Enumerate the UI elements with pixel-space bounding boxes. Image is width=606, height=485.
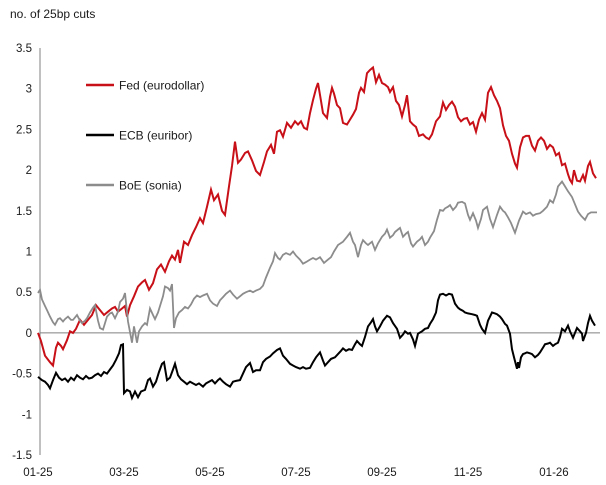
y-tick-label: 1.5 <box>16 206 32 218</box>
legend-item-ecb-euribor: ECB (euribor) <box>86 129 192 143</box>
y-tick-label: -1 <box>22 409 32 421</box>
series-lines <box>37 65 597 401</box>
legend-label: ECB (euribor) <box>119 129 192 143</box>
x-tick-label: 05-25 <box>195 467 224 479</box>
legend: Fed (eurodollar) ECB (euribor) BoE (sonia) <box>86 79 204 193</box>
chart-title: no. of 25bp cuts <box>10 7 95 21</box>
y-tick-label: 0 <box>26 328 32 340</box>
x-tick-label: 01-25 <box>23 467 52 479</box>
legend-label: Fed (eurodollar) <box>119 79 204 93</box>
y-tick-label: 0.5 <box>16 287 32 299</box>
series-line-fed-eurodollar <box>37 65 597 368</box>
y-tick-label: -1.5 <box>12 450 32 462</box>
x-tick-label: 11-25 <box>454 467 483 479</box>
x-tick-label: 03-25 <box>109 467 138 479</box>
series-line-ecb-euribor <box>37 292 596 401</box>
series-line-boe-sonia <box>37 179 597 343</box>
y-tick-label: 2 <box>26 165 32 177</box>
legend-label: BoE (sonia) <box>119 179 182 193</box>
x-tick-label: 07-25 <box>281 467 310 479</box>
y-tick-label: 3 <box>26 84 32 96</box>
axes: 3.5 3 2.5 2 1.5 1 0.5 0 -0.5 -1 -1.5 01-25 03-25 05-2… <box>12 43 600 479</box>
legend-item-fed-eurodollar: Fed (eurodollar) <box>86 79 204 93</box>
y-tick-label: -0.5 <box>12 369 32 381</box>
y-tick-label: 3.5 <box>16 43 32 55</box>
legend-item-boe-sonia: BoE (sonia) <box>86 179 182 193</box>
y-tick-label: 1 <box>26 247 32 259</box>
x-tick-label: 09-25 <box>367 467 396 479</box>
y-tick-label: 2.5 <box>16 124 32 136</box>
x-tick-label: 01-26 <box>539 467 568 479</box>
